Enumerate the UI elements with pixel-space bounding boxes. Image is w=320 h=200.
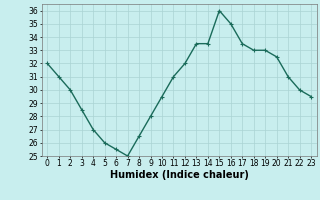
X-axis label: Humidex (Indice chaleur): Humidex (Indice chaleur)	[110, 170, 249, 180]
